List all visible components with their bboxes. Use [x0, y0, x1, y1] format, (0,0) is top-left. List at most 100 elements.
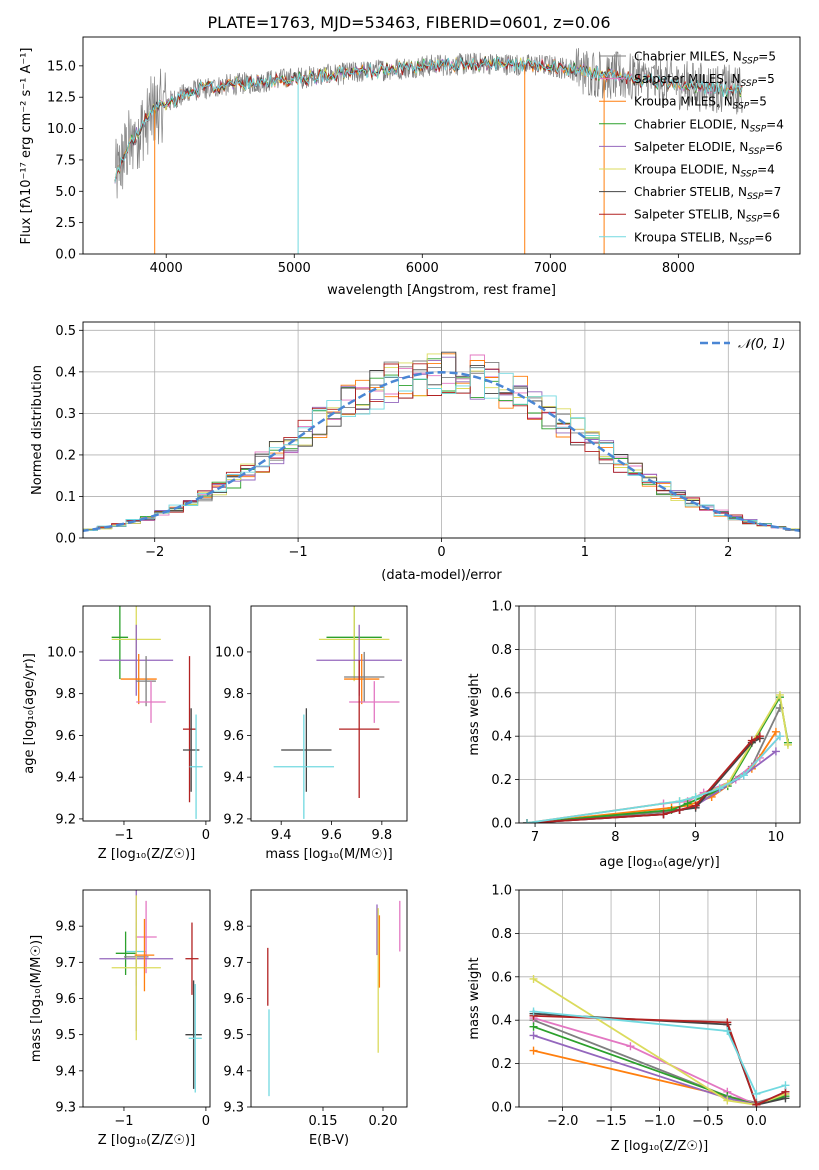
- series-marker: [529, 1031, 538, 1040]
- y-tick-label: 9.8: [55, 687, 76, 702]
- x-tick-label: −1: [114, 1114, 133, 1129]
- y-tick-label: 0.1: [55, 490, 76, 505]
- y-tick-label: 0.0: [491, 817, 512, 832]
- legend-nssp: 5: [768, 50, 776, 64]
- legend-n: , N: [724, 72, 741, 86]
- legend-label: Kroupa STELIB, NSSP=6: [634, 230, 772, 247]
- x-tick-label: −1: [289, 545, 308, 560]
- y-axis-label: Flux [fλ10⁻¹⁷ erg cm⁻² s⁻¹ A⁻¹]: [19, 48, 34, 245]
- legend-nssp: 5: [767, 72, 775, 86]
- legend-model: Salpeter STELIB: [634, 208, 729, 222]
- y-tick-label: 2.5: [55, 216, 76, 231]
- y-tick-label: 0.6: [491, 970, 512, 985]
- x-axis-label: wavelength [Angstrom, rest frame]: [327, 283, 556, 298]
- x-tick-label: 6000: [406, 261, 439, 276]
- x-axis-label: E(B-V): [309, 1133, 349, 1148]
- y-tick-label: 9.8: [223, 687, 244, 702]
- axes-frame: [518, 605, 801, 824]
- errorbars: [99, 606, 203, 819]
- hist-steps: [83, 354, 800, 538]
- y-tick-label: 0.4: [491, 1014, 512, 1029]
- legend-sub: SSP: [746, 215, 763, 225]
- legend-label: Kroupa MILES, NSSP=5: [634, 95, 767, 112]
- legend-sub: SSP: [750, 124, 767, 134]
- axes-frame: [250, 605, 408, 822]
- legend-n: , N: [729, 208, 746, 222]
- series-marker: [755, 732, 764, 741]
- mass_vs_Z-panel: −1 0 9.3 9.4 9.5 9.6 9.7 9.8 Z [log₁₀(Z/Z☉)] mass…: [29, 889, 211, 1148]
- y-tick-label: 0.2: [491, 1057, 512, 1072]
- y-tick-label: 9.3: [55, 1101, 76, 1116]
- x-tick-label: 0: [202, 828, 210, 843]
- legend-eq: =: [762, 208, 772, 222]
- gaussian-curve: [83, 371, 800, 532]
- legend-model: Salpeter ELODIE: [634, 140, 732, 154]
- spectrum-model-line: [114, 56, 743, 183]
- x-tick-label: 7: [531, 830, 539, 845]
- series-line: [533, 1010, 786, 1096]
- y-tick-label: 0.5: [55, 324, 76, 339]
- x-axis-label: age [log₁₀(age/yr)]: [599, 855, 720, 870]
- y-tick-label: 0.0: [491, 1101, 512, 1116]
- y-tick-label: 0.6: [491, 686, 512, 701]
- x-tick-label: 0.15: [309, 1114, 338, 1129]
- axes-frame: [82, 321, 801, 539]
- y-tick-label: 7.5: [55, 153, 76, 168]
- series-marker: [715, 784, 724, 793]
- legend-label: Chabrier ELODIE, NSSP=4: [634, 117, 784, 134]
- x-tick-label: −1.5: [595, 1114, 627, 1129]
- y-tick-label: 0.2: [55, 448, 76, 463]
- legend-model: Chabrier STELIB: [634, 185, 730, 199]
- y-axis-label: mass weight: [467, 673, 482, 755]
- series-marker: [775, 690, 784, 699]
- legend-n: , N: [733, 117, 750, 131]
- legend-n: , N: [730, 185, 747, 199]
- y-tick-label: 0.0: [55, 248, 76, 263]
- series-marker: [529, 1022, 538, 1031]
- series-marker: [683, 799, 692, 808]
- legend-model: Salpeter MILES: [634, 72, 724, 86]
- series-line: [533, 1025, 786, 1106]
- x-tick-label: 0: [437, 545, 445, 560]
- series-marker: [529, 1046, 538, 1055]
- spectrum-panel: 4000 5000 6000 7000 8000 0.0 2.5 5.0 7.5 10.0 12.5…: [19, 36, 801, 298]
- x-tick-label: 10: [768, 830, 785, 845]
- x-tick-label: −1.0: [644, 1114, 676, 1129]
- y-tick-label: 1.0: [491, 884, 512, 899]
- x-tick-label: 7000: [534, 261, 567, 276]
- errorbars: [273, 606, 402, 819]
- legend-nssp: 4: [776, 117, 784, 131]
- y-tick-label: 9.6: [55, 992, 76, 1007]
- y-tick-label: 0.4: [55, 365, 76, 380]
- y-tick-label: 15.0: [47, 59, 76, 74]
- y-tick-label: 9.6: [223, 729, 244, 744]
- x-tick-label: 8000: [662, 261, 695, 276]
- legend-nssp: 7: [774, 185, 782, 199]
- legend-nssp: 6: [764, 230, 772, 244]
- legend-label: 𝒩(0, 1): [738, 337, 785, 352]
- legend-eq: =: [764, 185, 774, 199]
- x-axis-label: Z [log₁₀(Z/Z☉)]: [98, 847, 195, 862]
- axes-frame: [82, 889, 211, 1108]
- legend-sub: SSP: [748, 147, 765, 157]
- series-marker: [523, 819, 532, 823]
- series-marker: [783, 740, 792, 749]
- y-tick-label: 9.6: [55, 729, 76, 744]
- massweight_vs_Z-panel: −2.0 −1.5 −1.0 −0.5 0.0 0.0 0.2 0.4 0.6 0.8 1.0 Z […: [467, 884, 801, 1154]
- legend-label: Chabrier STELIB, NSSP=7: [634, 185, 781, 202]
- y-tick-label: 0.0: [55, 532, 76, 547]
- axes-frame: [82, 605, 211, 822]
- hist-steps: [83, 363, 800, 538]
- axes-frame: [518, 889, 801, 1108]
- series-marker: [529, 1007, 538, 1016]
- y-tick-label: 9.2: [223, 812, 244, 827]
- series-marker: [691, 801, 700, 810]
- legend-label: Salpeter MILES, NSSP=5: [634, 72, 775, 89]
- x-tick-label: −0.5: [692, 1114, 724, 1129]
- y-tick-label: 9.4: [55, 771, 76, 786]
- series-marker: [675, 805, 684, 814]
- series-marker: [781, 1081, 790, 1090]
- legend-eq: =: [754, 230, 764, 244]
- x-tick-label: 1: [581, 545, 589, 560]
